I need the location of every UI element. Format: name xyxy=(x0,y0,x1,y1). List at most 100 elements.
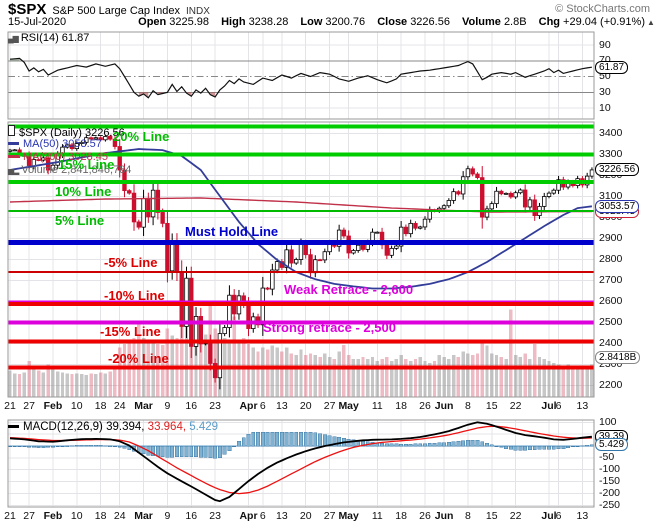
stockcharts-watermark: © StockCharts.com xyxy=(555,3,650,15)
volume-label: Volume xyxy=(462,16,501,28)
y-axis-label: -150 xyxy=(599,475,621,488)
annotation-label: -5% Line xyxy=(104,255,158,271)
x-tick-label: 11 xyxy=(371,510,383,522)
x-tick-label: 10 xyxy=(70,400,83,412)
x-tick-label: 20 xyxy=(299,400,312,412)
rsi-value: 61.87 xyxy=(61,32,90,44)
x-tick-label: 24 xyxy=(113,510,126,522)
x-tick-label: 15 xyxy=(485,400,498,412)
x-tick-label: 13 xyxy=(576,510,589,522)
x-tick-label: Apr xyxy=(239,510,258,522)
x-tick-label: 20 xyxy=(299,510,312,522)
ohlc-bar: 15-Jul-2020 Open 3225.98 High 3238.28 Low 3… xyxy=(8,16,655,28)
ma200-value: 3028.45 xyxy=(68,151,109,163)
symbol-exchange: INDX xyxy=(185,6,210,17)
low-value: 3200.76 xyxy=(325,16,366,28)
y-axis-label: -50 xyxy=(599,451,615,464)
macd-hist-value: 5.429 xyxy=(189,421,219,433)
y-axis-label: -250 xyxy=(599,498,621,511)
macd-histogram xyxy=(8,432,594,459)
x-tick-label: 8 xyxy=(464,400,471,412)
y-axis-label: 3300 xyxy=(599,148,623,160)
x-tick-label: May xyxy=(338,400,359,412)
annotation-label: Strong retrace - 2,500 xyxy=(263,319,396,335)
x-tick-label: 13 xyxy=(576,400,589,412)
x-tick-label: 23 xyxy=(209,510,221,522)
macd-signal-value: 33.964, xyxy=(147,421,187,433)
x-tick-label: 18 xyxy=(395,510,407,522)
y-axis-label: 30 xyxy=(599,85,611,98)
chg-value: +29.04 (+0.91%) xyxy=(563,16,645,28)
volume-legend-value: 2,841,846,784 xyxy=(61,164,132,176)
volume-bars-icon: ▅▂ xyxy=(8,166,19,175)
ma200-legend-row: MA(200) 3028.45 xyxy=(8,151,108,163)
ma200-label: MA(200) xyxy=(23,151,66,163)
symbol-name: S&P 500 Large Cap Index xyxy=(52,5,180,17)
panel-frames xyxy=(7,31,595,508)
x-tick-label: 6 xyxy=(259,510,266,522)
annotation-label: Weak Retrace - 2,600 xyxy=(284,281,414,297)
x-tick-label: Mar xyxy=(134,510,153,522)
rsi-label: RSI(14) xyxy=(20,32,59,44)
y-axis-label: 2800 xyxy=(599,253,623,265)
x-tick-label: 8 xyxy=(464,510,471,522)
x-tick-label: May xyxy=(338,510,359,522)
x-tick-label: 21 xyxy=(4,510,16,522)
rsi-panel xyxy=(8,57,594,99)
volume-legend-label: Volume xyxy=(21,164,59,176)
high-label: High xyxy=(221,16,246,28)
x-tick-label: 18 xyxy=(395,400,407,412)
x-tick-label: 18 xyxy=(94,400,107,412)
x-tick-label: 6 xyxy=(259,400,266,412)
y-axis-label: 10 xyxy=(599,101,611,114)
y-axis-label: -100 xyxy=(599,463,621,476)
y-axis-label: 3400 xyxy=(599,127,623,139)
chart-date: 15-Jul-2020 xyxy=(8,16,67,28)
annotation-label: -10% Line xyxy=(104,288,165,304)
annotation-label: 10% Line xyxy=(55,184,112,200)
y-axis-label: 2500 xyxy=(599,316,623,328)
x-tick-label: 27 xyxy=(323,400,336,412)
close-label: Close xyxy=(377,16,408,28)
x-tick-label: 27 xyxy=(23,400,35,412)
x-tick-label: 27 xyxy=(23,510,35,522)
price-legend-row: $SPX (Daily) 3226.56 xyxy=(8,125,125,139)
axis-bubble: 5.429 xyxy=(595,438,629,452)
x-tick-label: 24 xyxy=(113,400,126,412)
low-label: Low xyxy=(300,16,323,28)
x-tick-label: Feb xyxy=(43,400,63,412)
x-tick-label: 13 xyxy=(276,400,288,412)
symbol: $SPX xyxy=(8,1,47,18)
y-axis-label: 70 xyxy=(599,55,611,66)
macd-label: MACD(12,26,9) xyxy=(23,421,103,433)
x-tick-label: 11 xyxy=(371,400,383,412)
axis-bubble: 2.8418B xyxy=(595,350,641,364)
x-tick-label: 6 xyxy=(555,510,562,522)
y-axis-label: 50 xyxy=(599,70,611,83)
candlestick-icon xyxy=(8,125,15,136)
annotation-label: -20% Line xyxy=(108,350,169,366)
x-tick-label: 10 xyxy=(70,510,83,522)
x-tick-label: 22 xyxy=(509,510,522,522)
ma50-line-icon xyxy=(8,142,19,145)
x-tick-label: 9 xyxy=(164,400,171,412)
x-tick-label: Mar xyxy=(134,400,153,412)
high-value: 3238.28 xyxy=(248,16,289,28)
macd-lines xyxy=(9,421,592,503)
rsi-indicator-icon: ▄▆ xyxy=(8,34,19,43)
x-tick-label: Jun xyxy=(434,400,454,412)
ma50-legend-row: MA(50) 3053.57 xyxy=(8,138,102,150)
axis-bubble: 61.87 xyxy=(595,60,629,74)
x-tick-label: 26 xyxy=(419,400,431,412)
annotation-label: 20% Line xyxy=(113,129,170,145)
annotation-label: -15% Line xyxy=(100,324,161,340)
x-tick-label: 23 xyxy=(209,400,221,412)
y-axis-label: 2400 xyxy=(599,337,623,349)
macd-value: 39.394, xyxy=(106,421,145,433)
x-tick-label: 13 xyxy=(276,510,288,522)
open-label: Open xyxy=(138,16,167,28)
open-value: 3225.98 xyxy=(169,16,210,28)
volume-value: 2.8B xyxy=(503,16,527,28)
x-tick-label: Jul xyxy=(541,400,557,412)
